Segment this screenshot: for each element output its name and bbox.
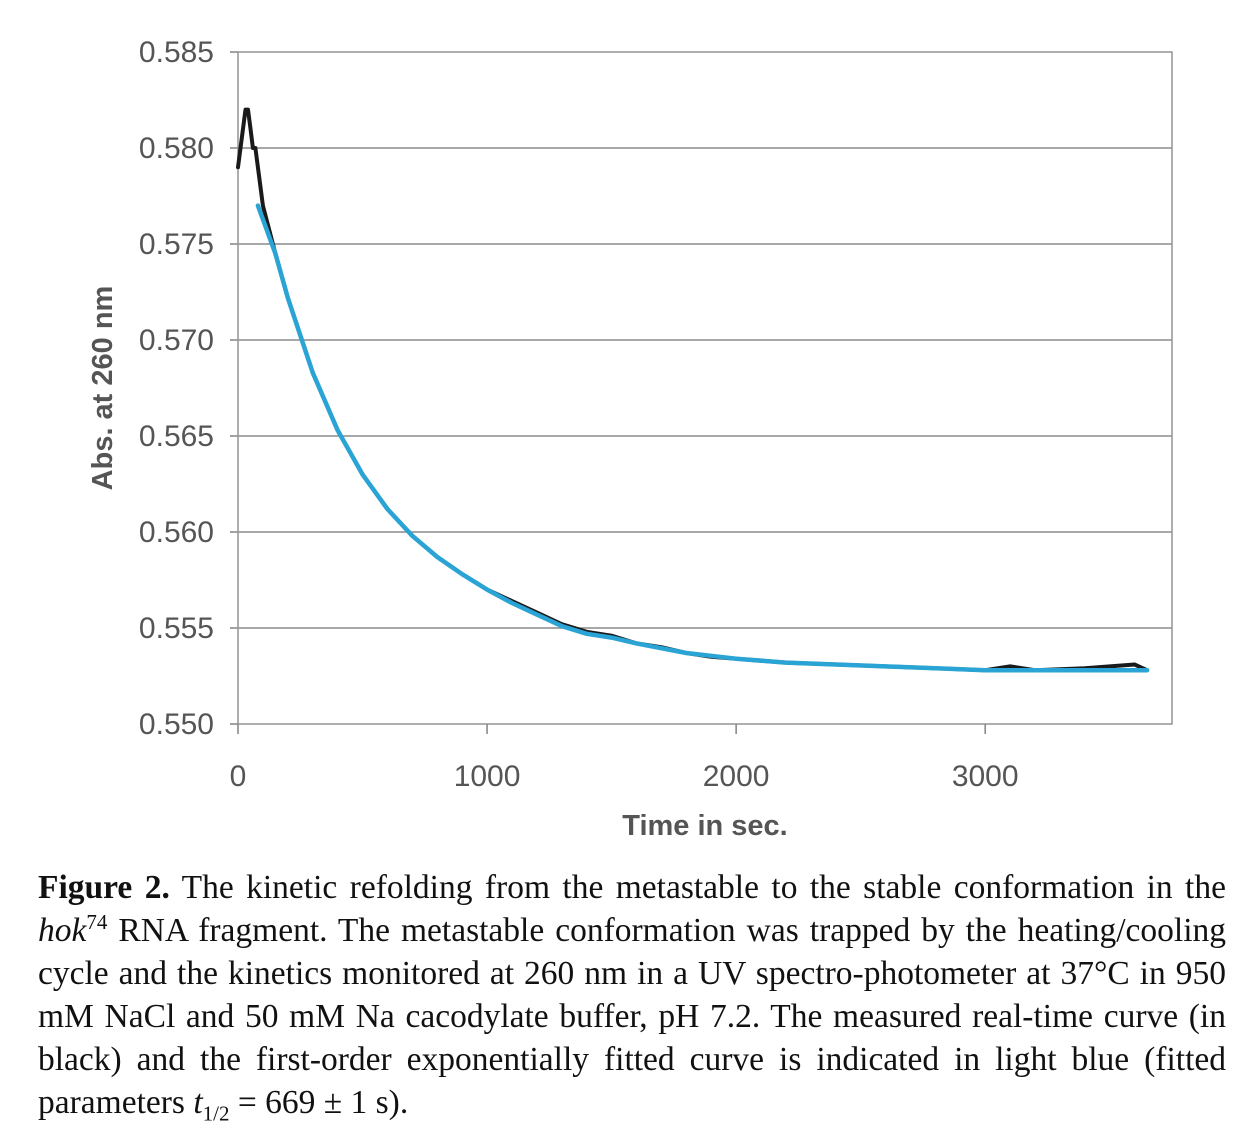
y-tick-label: 0.550 <box>139 708 214 741</box>
x-tick-label: 2000 <box>703 760 770 793</box>
caption-text-2: RNA fragment. The metastable conformatio… <box>38 912 1226 1121</box>
caption-label: Figure 2. <box>38 869 170 906</box>
caption-superscript: 74 <box>86 909 108 934</box>
y-tick-label: 0.585 <box>139 36 214 69</box>
y-tick-label: 0.560 <box>139 516 214 549</box>
caption-text-3: = 669 ± 1 s). <box>229 1084 409 1121</box>
y-tick-label: 0.570 <box>139 324 214 357</box>
caption-italic-word: hok <box>38 912 87 949</box>
series-lines <box>236 107 1150 673</box>
gridlines <box>238 147 1172 629</box>
axes <box>230 51 1173 734</box>
measured-curve-line <box>236 107 1150 673</box>
y-tick-label: 0.565 <box>139 420 214 453</box>
x-axis-title: Time in sec. <box>622 810 788 842</box>
caption-text-1: The kinetic refolding from the metastabl… <box>169 869 1226 906</box>
y-tick-labels: 0.585 0.580 0.575 0.570 0.565 0.560 0.555 0.550 <box>139 36 214 741</box>
y-tick-label: 0.580 <box>139 132 214 165</box>
y-tick-label: 0.555 <box>139 612 214 645</box>
line-chart: 0.585 0.580 0.575 0.570 0.565 0.560 0.555 0.550… <box>87 36 1173 842</box>
x-tick-label: 1000 <box>454 760 521 793</box>
x-tick-label: 0 <box>230 760 247 793</box>
caption-param-subscript: 1/2 <box>202 1101 230 1126</box>
x-tick-labels: 0 1000 2000 3000 <box>230 760 1019 793</box>
y-tick-label: 0.575 <box>139 228 214 261</box>
fitted-curve-line <box>255 203 1150 673</box>
x-tick-label: 3000 <box>952 760 1019 793</box>
caption-param-symbol: t <box>193 1084 203 1121</box>
plot-frame <box>237 51 1173 725</box>
figure-caption: Figure 2. The kinetic refolding from the… <box>38 866 1226 1124</box>
y-axis-title: Abs. at 260 nm <box>87 286 119 491</box>
